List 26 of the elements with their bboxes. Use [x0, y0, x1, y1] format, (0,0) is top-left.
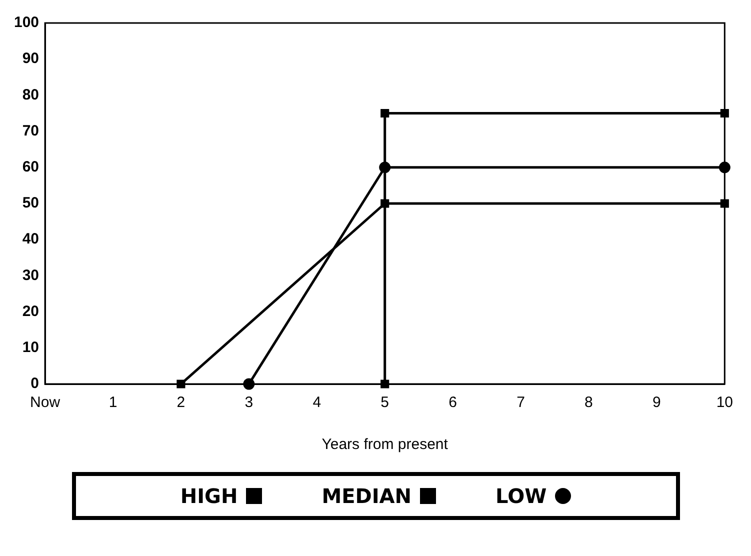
- x-tick-label: 3: [244, 394, 254, 412]
- x-tick-label: 2: [176, 394, 186, 412]
- y-tick-label: 80: [22, 86, 40, 104]
- y-tick-label: 60: [22, 158, 40, 176]
- y-tick-label: 50: [22, 194, 40, 212]
- x-tick-label: 6: [448, 394, 457, 412]
- y-tick-label: 70: [22, 122, 40, 140]
- x-tick-label: 8: [584, 394, 593, 412]
- x-axis-title: Years from present: [322, 436, 449, 454]
- y-tick-label: 100: [14, 14, 40, 32]
- x-tick-label: 9: [652, 394, 661, 412]
- x-tick-label: 5: [380, 394, 390, 412]
- legend-label: MEDIAN: [322, 484, 412, 508]
- y-tick-label: 40: [22, 230, 40, 248]
- y-tick-label: 0: [30, 375, 40, 392]
- y-tick-label: 30: [22, 266, 40, 284]
- y-tick-label: 10: [22, 339, 40, 356]
- x-tick-label: 1: [108, 394, 118, 412]
- y-tick-label: 90: [22, 50, 40, 68]
- x-tick-label: 10: [716, 394, 733, 412]
- y-tick-label: 20: [22, 302, 40, 320]
- x-tick-label: Now: [30, 394, 60, 412]
- legend-label: LOW: [496, 484, 547, 508]
- legend-label: HIGH: [180, 484, 238, 508]
- x-tick-label: 4: [312, 394, 322, 412]
- x-tick-label: 7: [516, 394, 525, 412]
